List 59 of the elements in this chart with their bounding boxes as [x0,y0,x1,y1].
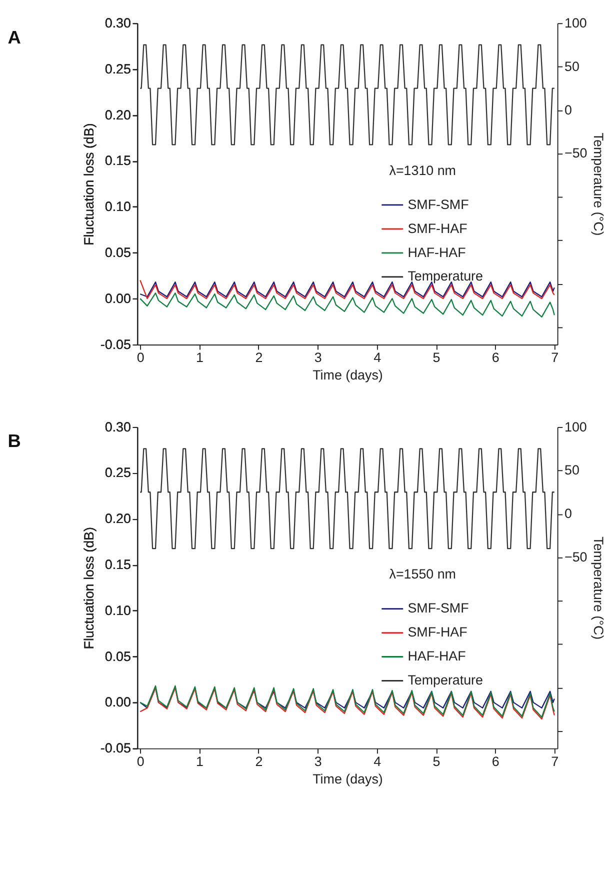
x-tick-label: 0 [136,350,144,366]
y2-axis-title: Temperature (°C) [591,132,606,236]
y-tick-label: -0.05 [100,336,131,352]
legend-label: SMF-HAF [408,624,468,640]
y-tick-label: 0.05 [104,244,131,260]
y-axis-title: Fluctuation loss (dB) [82,123,97,246]
y-tick-label: 0.00 [104,290,131,306]
y2-tick-label: 50 [564,58,580,74]
y-axis-title: Fluctuation loss (dB) [82,527,97,650]
x-tick-label: 0 [136,754,144,770]
x-tick-label: 6 [492,754,500,770]
y2-tick-label: −50 [564,550,588,565]
y-tick-label: 0.05 [104,648,131,664]
x-tick-label: 3 [314,754,322,770]
y-tick-label: 0.30 [104,15,131,30]
x-tick-label: 2 [255,350,263,366]
y2-tick-label: 50 [564,462,580,478]
chart-title: B [8,431,21,452]
x-axis-title: Time (days) [312,368,383,382]
legend-label: SMF-SMF [408,600,469,616]
y-tick-label: 0.25 [104,465,131,480]
legend-label: HAF-HAF [408,244,466,260]
y2-axis-title: Temperature (°C) [591,536,606,640]
x-tick-label: 1 [196,754,204,770]
y-tick-label: 0.20 [104,511,131,526]
x-tick-label: 2 [255,754,263,770]
legend-label: SMF-SMF [408,196,469,212]
y2-tick-label: −50 [564,146,588,161]
x-tick-label: 4 [374,350,382,366]
legend-label: Temperature [408,672,483,688]
chart-title: A [8,27,21,48]
x-tick-label: 1 [196,350,204,366]
x-tick-label: 5 [432,350,440,366]
y2-tick-label: 0 [564,102,572,118]
annotation: λ=1550 nm [389,566,456,582]
y2-tick-label: 0 [564,506,572,522]
y2-tick-label: 100 [564,15,587,30]
line-series [140,292,555,318]
x-axis-title: Time (days) [312,771,383,786]
y-tick-label: 0.10 [104,602,131,618]
y-tick-label: 0.20 [104,107,131,122]
x-tick-label: 3 [314,350,322,366]
legend-label: Temperature [408,268,483,284]
x-tick-label: 5 [432,754,440,770]
annotation: λ=1310 nm [389,162,456,178]
legend-label: SMF-HAF [408,220,468,236]
x-tick-label: 7 [551,754,559,770]
legend-label: HAF-HAF [408,648,466,664]
y-tick-label: 0.00 [104,694,131,710]
x-tick-label: 7 [551,350,559,366]
y-tick-label: 0.15 [104,557,131,572]
y-tick-label: 0.15 [104,153,131,168]
y-tick-label: 0.25 [104,61,131,76]
y2-tick-label: 100 [564,419,587,434]
x-tick-label: 4 [374,754,382,770]
y-tick-label: -0.05 [100,740,131,756]
y-tick-label: 0.10 [104,199,131,214]
y-tick-label: 0.30 [104,419,131,434]
x-tick-label: 6 [492,350,500,366]
